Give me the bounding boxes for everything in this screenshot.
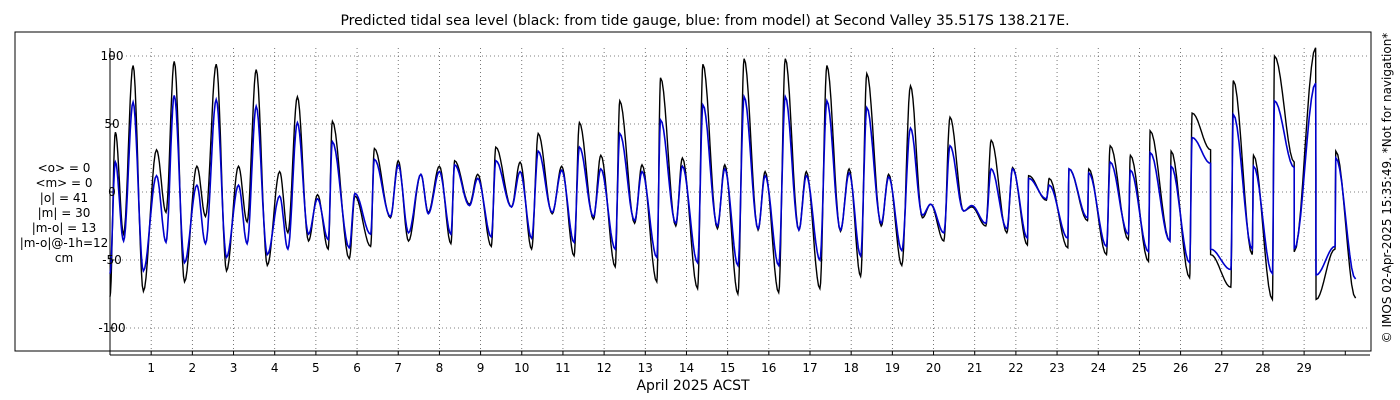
x-tick-label: 27 bbox=[1214, 361, 1229, 375]
x-tick-label: 5 bbox=[312, 361, 320, 375]
x-tick-label: 26 bbox=[1173, 361, 1188, 375]
chart-title: Predicted tidal sea level (black: from t… bbox=[340, 13, 1069, 29]
x-axis-label: April 2025 ACST bbox=[636, 378, 750, 394]
x-tick-label: 8 bbox=[436, 361, 444, 375]
x-tick-label: 28 bbox=[1255, 361, 1270, 375]
x-tick-label: 18 bbox=[844, 361, 859, 375]
y-tick-labels: -100 -50 0 50 100 bbox=[98, 49, 125, 335]
series-group bbox=[109, 47, 1357, 302]
x-tick-label: 12 bbox=[596, 361, 611, 375]
y-tick-label: -100 bbox=[98, 321, 125, 335]
x-tick-label: 14 bbox=[679, 361, 694, 375]
stat-line: <o> = 0 bbox=[38, 161, 91, 175]
x-tick-label: 10 bbox=[514, 361, 529, 375]
x-tick-label: 21 bbox=[967, 361, 982, 375]
x-tick-label: 17 bbox=[802, 361, 817, 375]
x-tick-label: 11 bbox=[555, 361, 570, 375]
x-tick-label: 6 bbox=[353, 361, 361, 375]
y-tick-label: -50 bbox=[102, 253, 122, 267]
x-tick-label: 13 bbox=[638, 361, 653, 375]
y-tick-label: 100 bbox=[101, 49, 124, 63]
x-tick-label: 15 bbox=[720, 361, 735, 375]
stat-line: cm bbox=[55, 251, 73, 265]
x-tick-label: 4 bbox=[271, 361, 279, 375]
y-tick-label: 0 bbox=[108, 185, 116, 199]
model-series-line bbox=[109, 82, 1357, 280]
y-tick-label: 50 bbox=[104, 117, 119, 131]
x-tick-label: 9 bbox=[477, 361, 485, 375]
stat-line: |m-o|@-1h=12 bbox=[20, 236, 109, 250]
x-tick-label: 7 bbox=[394, 361, 402, 375]
x-tick-label: 3 bbox=[230, 361, 238, 375]
stat-line: |o| = 41 bbox=[40, 191, 88, 205]
x-tick-label: 16 bbox=[761, 361, 776, 375]
x-tick-label: 19 bbox=[885, 361, 900, 375]
x-tick-label: 22 bbox=[1008, 361, 1023, 375]
stat-line: |m| = 30 bbox=[38, 206, 91, 220]
x-tick-label: 1 bbox=[147, 361, 155, 375]
x-tick-labels: 1 2 3 4 5 6 7 8 9 10 11 12 13 14 15 16 17 18 19 20 21 22 23 24 2… bbox=[147, 361, 1311, 375]
x-tick-label: 29 bbox=[1296, 361, 1311, 375]
x-tick-label: 24 bbox=[1091, 361, 1106, 375]
x-tick-label: 2 bbox=[189, 361, 197, 375]
stats-panel: <o> = 0<m> = 0|o| = 41|m| = 30|m-o| = 13… bbox=[20, 161, 109, 265]
stat-line: |m-o| = 13 bbox=[32, 221, 97, 235]
x-tick-label: 23 bbox=[1049, 361, 1064, 375]
stat-line: <m> = 0 bbox=[35, 176, 92, 190]
copyright-note: © IMOS 02-Apr-2025 15:35:49. *Not for na… bbox=[1380, 33, 1394, 344]
x-tick-label: 25 bbox=[1132, 361, 1147, 375]
x-tick-label: 20 bbox=[926, 361, 941, 375]
